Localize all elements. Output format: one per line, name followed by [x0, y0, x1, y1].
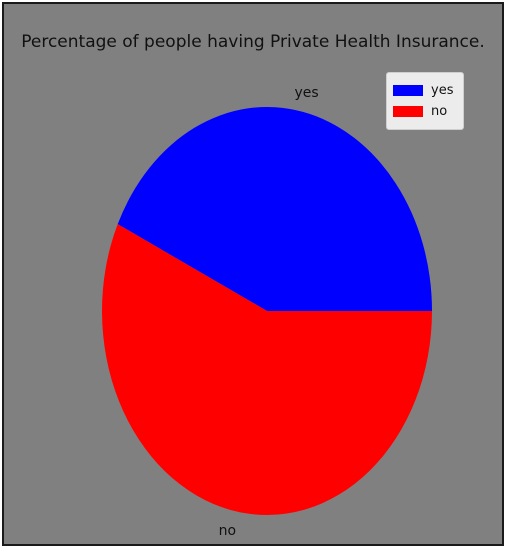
legend-label-yes: yes [431, 83, 454, 98]
pie-slice-no [101, 224, 432, 515]
slice-label-yes: yes [294, 85, 318, 101]
chart-title: Percentage of people having Private Heal… [21, 32, 485, 52]
legend-label-no: no [431, 104, 448, 119]
legend-swatch-yes [393, 85, 423, 96]
legend-entry-no: no [393, 101, 457, 122]
pie-slice-yes [117, 106, 432, 311]
slice-label-no: no [219, 523, 236, 539]
pie-chart: yes no [101, 85, 432, 539]
chart-frame: Percentage of people having Private Heal… [2, 2, 504, 546]
legend-entry-yes: yes [393, 80, 457, 101]
legend-swatch-no [393, 106, 423, 117]
legend: yes no [386, 72, 464, 130]
